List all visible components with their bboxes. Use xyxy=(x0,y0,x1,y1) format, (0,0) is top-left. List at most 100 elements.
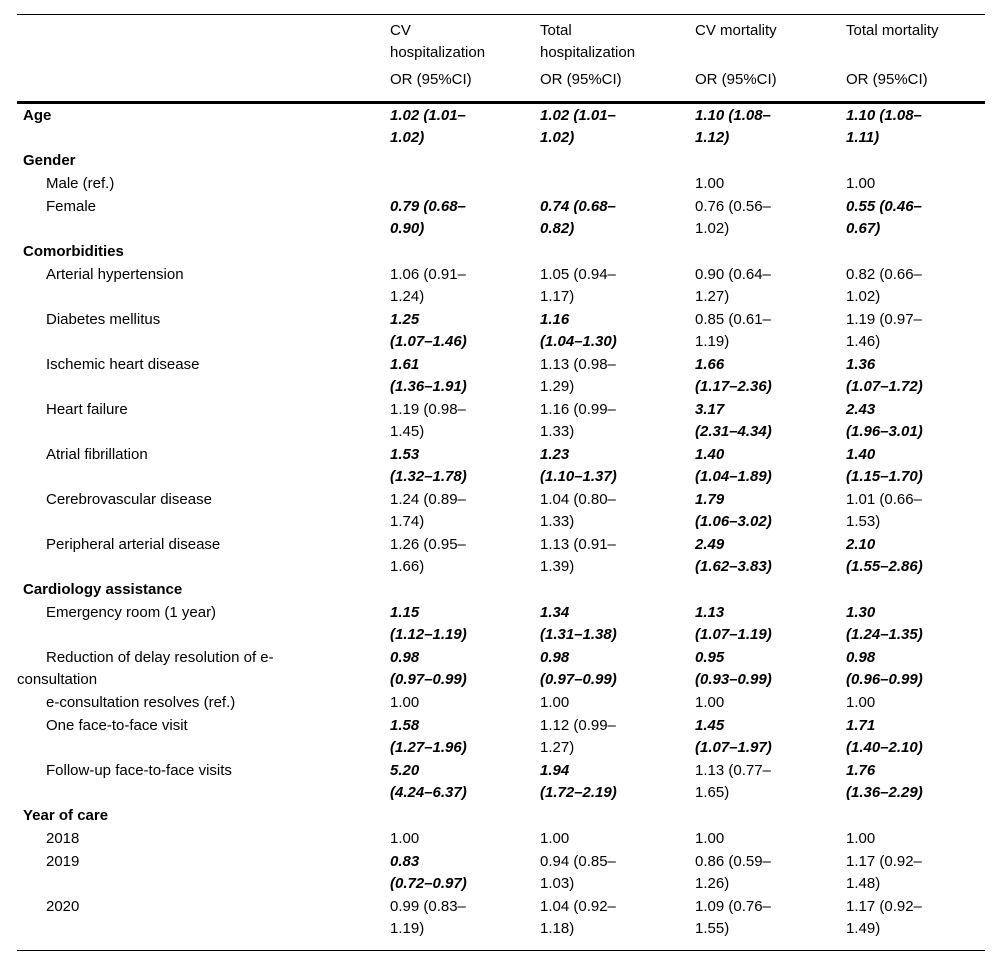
or-ci-cell: 1.13 (0.91– 1.39) xyxy=(540,536,616,575)
or-ci-cell: 1.00 xyxy=(540,694,570,711)
or-ci-cell xyxy=(387,804,537,827)
or-ci-cell: 0.55 (0.46– 0.67) xyxy=(846,198,922,237)
or-ci-cell xyxy=(537,804,692,827)
or-ci-cell: 1.17 (0.92– 1.49) xyxy=(846,898,922,937)
table-row: 2018 1.00 1.00 1.00 1.00 xyxy=(17,827,985,850)
table-row: Gender xyxy=(17,149,985,172)
table-row: Male (ref.) 1.00 1.00 xyxy=(17,172,985,195)
column-subtitle: OR (95%CI) xyxy=(540,71,622,88)
row-label: Peripheral arterial disease xyxy=(46,536,221,553)
or-ci-cell: 1.19 (0.98– 1.45) xyxy=(390,401,466,440)
row-label: 2020 xyxy=(46,898,80,915)
or-ci-cell xyxy=(387,578,537,601)
column-title: CV hospitalization xyxy=(390,22,486,61)
or-ci-cell: 1.04 (0.80– 1.33) xyxy=(540,491,616,530)
or-ci-cell: 1.09 (0.76– 1.55) xyxy=(695,898,771,937)
or-ci-cell: 1.34 (1.31–1.38) xyxy=(540,604,617,643)
odds-ratio-results-table: CV hospitalization OR (95%CI) Total hosp… xyxy=(17,14,985,951)
table-row: Cerebrovascular disease 1.24 (0.89– 1.74)… xyxy=(17,488,985,533)
or-ci-cell: 1.13 (0.98– 1.29) xyxy=(540,356,616,395)
or-ci-cell: 1.24 (0.89– 1.74) xyxy=(390,491,466,530)
or-ci-cell: 2.10 (1.55–2.86) xyxy=(846,536,923,575)
or-ci-cell xyxy=(692,804,843,827)
row-label: Heart failure xyxy=(46,401,128,418)
or-ci-cell: 1.00 xyxy=(846,830,876,847)
or-ci-cell: 1.16 (1.04–1.30) xyxy=(540,311,617,350)
or-ci-cell: 1.61 (1.36–1.91) xyxy=(390,356,467,395)
or-ci-cell: 1.76 (1.36–2.29) xyxy=(846,762,923,801)
row-label: Age xyxy=(23,107,52,124)
table-row: Atrial fibrillation 1.53 (1.32–1.78) 1.23 … xyxy=(17,443,985,488)
or-ci-cell: 1.02 (1.01– 1.02) xyxy=(540,107,616,146)
row-label: Comorbidities xyxy=(23,243,124,260)
table-row: Diabetes mellitus 1.25 (1.07–1.46) 1.16 (1… xyxy=(17,308,985,353)
or-ci-cell: 1.30 (1.24–1.35) xyxy=(846,604,923,643)
or-ci-cell: 1.00 xyxy=(846,175,876,192)
or-ci-cell: 2.43 (1.96–3.01) xyxy=(846,401,923,440)
or-ci-cell xyxy=(537,240,692,263)
or-ci-cell xyxy=(537,172,692,195)
header-spacer-cell xyxy=(17,15,387,103)
or-ci-cell: 1.40 (1.04–1.89) xyxy=(695,446,772,485)
table-row: Follow-up face-to-face visits 5.20 (4.24–… xyxy=(17,759,985,804)
or-ci-cell: 0.85 (0.61– 1.19) xyxy=(695,311,771,350)
or-ci-cell: 1.00 xyxy=(390,694,420,711)
row-label: Cardiology assistance xyxy=(23,581,183,598)
or-ci-cell xyxy=(692,240,843,263)
or-ci-cell: 1.06 (0.91– 1.24) xyxy=(390,266,466,305)
or-ci-cell: 1.00 xyxy=(846,694,876,711)
or-ci-cell: 1.10 (1.08– 1.11) xyxy=(846,107,922,146)
or-ci-cell: 2.49 (1.62–3.83) xyxy=(695,536,772,575)
or-ci-cell xyxy=(387,240,537,263)
or-ci-cell: 1.94 (1.72–2.19) xyxy=(540,762,617,801)
or-ci-cell xyxy=(692,578,843,601)
row-label: Arterial hypertension xyxy=(46,266,184,283)
table-row: Emergency room (1 year) 1.15 (1.12–1.19) 1… xyxy=(17,601,985,646)
or-ci-cell: 1.58 (1.27–1.96) xyxy=(390,717,467,756)
or-ci-cell: 1.16 (0.99– 1.33) xyxy=(540,401,616,440)
or-ci-cell: 0.86 (0.59– 1.26) xyxy=(695,853,771,892)
or-ci-cell: 1.05 (0.94– 1.17) xyxy=(540,266,616,305)
row-label: Female xyxy=(46,198,97,215)
table-header: CV hospitalization OR (95%CI) Total hosp… xyxy=(17,15,985,103)
or-ci-cell: 1.00 xyxy=(390,830,420,847)
table-row: 2020 0.99 (0.83– 1.19) 1.04 (0.92– 1.18) 1.… xyxy=(17,895,985,951)
or-ci-cell: 0.95 (0.93–0.99) xyxy=(695,649,772,688)
column-header-total-mortality: Total mortality OR (95%CI) xyxy=(843,15,985,103)
table-row: Cardiology assistance xyxy=(17,578,985,601)
or-ci-cell: 0.90 (0.64– 1.27) xyxy=(695,266,771,305)
or-ci-cell: 1.00 xyxy=(695,175,725,192)
or-ci-cell: 0.98 (0.97–0.99) xyxy=(540,649,617,688)
column-header-cv-hospitalization: CV hospitalization OR (95%CI) xyxy=(387,15,537,103)
table-row: Ischemic heart disease 1.61 (1.36–1.91) 1.… xyxy=(17,353,985,398)
or-ci-cell: 1.53 (1.32–1.78) xyxy=(390,446,467,485)
column-title: Total mortality xyxy=(846,22,939,39)
or-ci-cell: 1.25 (1.07–1.46) xyxy=(390,311,467,350)
table-row: e-consultation resolves (ref.) 1.00 1.00 1.… xyxy=(17,691,985,714)
or-ci-cell: 1.45 (1.07–1.97) xyxy=(695,717,772,756)
or-ci-cell: 1.00 xyxy=(695,694,725,711)
or-ci-cell: 1.12 (0.99– 1.27) xyxy=(540,717,616,756)
or-ci-cell: 1.79 (1.06–3.02) xyxy=(695,491,772,530)
or-ci-cell: 5.20 (4.24–6.37) xyxy=(390,762,467,801)
table-row: Comorbidities xyxy=(17,240,985,263)
or-ci-cell: 1.36 (1.07–1.72) xyxy=(846,356,923,395)
or-ci-cell: 1.00 xyxy=(695,830,725,847)
or-ci-cell xyxy=(387,149,537,172)
or-ci-cell: 0.82 (0.66– 1.02) xyxy=(846,266,922,305)
or-ci-cell: 1.17 (0.92– 1.48) xyxy=(846,853,922,892)
or-ci-cell: 1.40 (1.15–1.70) xyxy=(846,446,923,485)
or-ci-cell: 3.17 (2.31–4.34) xyxy=(695,401,772,440)
or-ci-cell: 0.74 (0.68– 0.82) xyxy=(540,198,616,237)
or-ci-cell: 0.94 (0.85– 1.03) xyxy=(540,853,616,892)
or-ci-cell xyxy=(843,149,985,172)
or-ci-cell: 0.98 (0.97–0.99) xyxy=(390,649,467,688)
or-ci-cell: 1.26 (0.95– 1.66) xyxy=(390,536,466,575)
row-label: Atrial fibrillation xyxy=(46,446,148,463)
or-ci-cell: 1.00 xyxy=(540,830,570,847)
table-row: Arterial hypertension 1.06 (0.91– 1.24) 1.… xyxy=(17,263,985,308)
or-ci-cell: 0.83 (0.72–0.97) xyxy=(390,853,467,892)
table-row: Reduction of delay resolution of e- cons… xyxy=(17,646,985,691)
row-label: Follow-up face-to-face visits xyxy=(46,762,232,779)
